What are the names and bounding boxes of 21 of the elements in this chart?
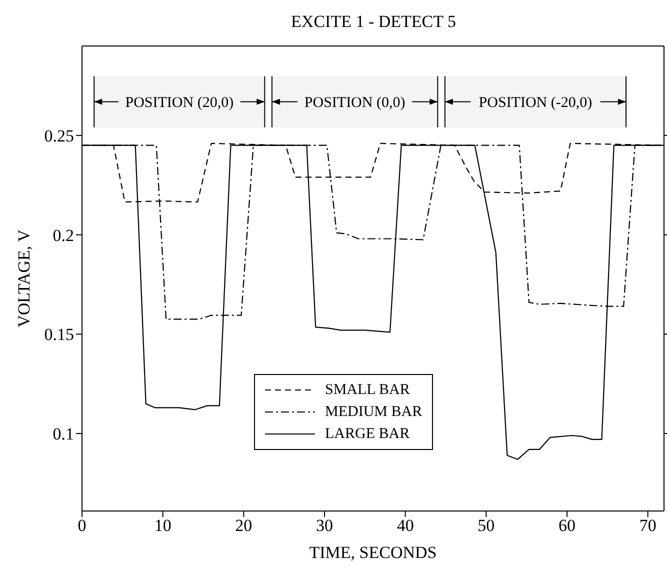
- legend-label: MEDIUM BAR: [325, 404, 422, 420]
- x-tick-label: 70: [639, 516, 656, 536]
- y-tick-label: 0.1: [52, 424, 74, 444]
- y-axis-title: VOLTAGE, V: [14, 228, 34, 328]
- x-tick-label: 60: [558, 516, 576, 536]
- x-tick-label: 10: [154, 516, 172, 536]
- x-tick-label: 0: [78, 516, 86, 536]
- band-label: POSITION (-20,0): [478, 94, 592, 111]
- x-tick-label: 20: [235, 516, 252, 536]
- y-tick-label: 0.2: [52, 226, 74, 245]
- x-tick-label: 50: [478, 516, 495, 536]
- y-tick-label: 0.25: [44, 126, 74, 146]
- legend-label: SMALL BAR: [325, 382, 410, 398]
- x-tick-label: 30: [316, 516, 333, 536]
- band-label: POSITION (0,0): [304, 94, 406, 111]
- x-axis-title: TIME, SECONDS: [309, 543, 437, 562]
- chart-title: EXCITE 1 - DETECT 5: [290, 12, 457, 32]
- legend-label: LARGE BAR: [325, 426, 410, 442]
- x-tick-label: 40: [396, 516, 414, 536]
- band-label: POSITION (20,0): [125, 94, 234, 111]
- y-tick-label: 0.15: [44, 325, 74, 344]
